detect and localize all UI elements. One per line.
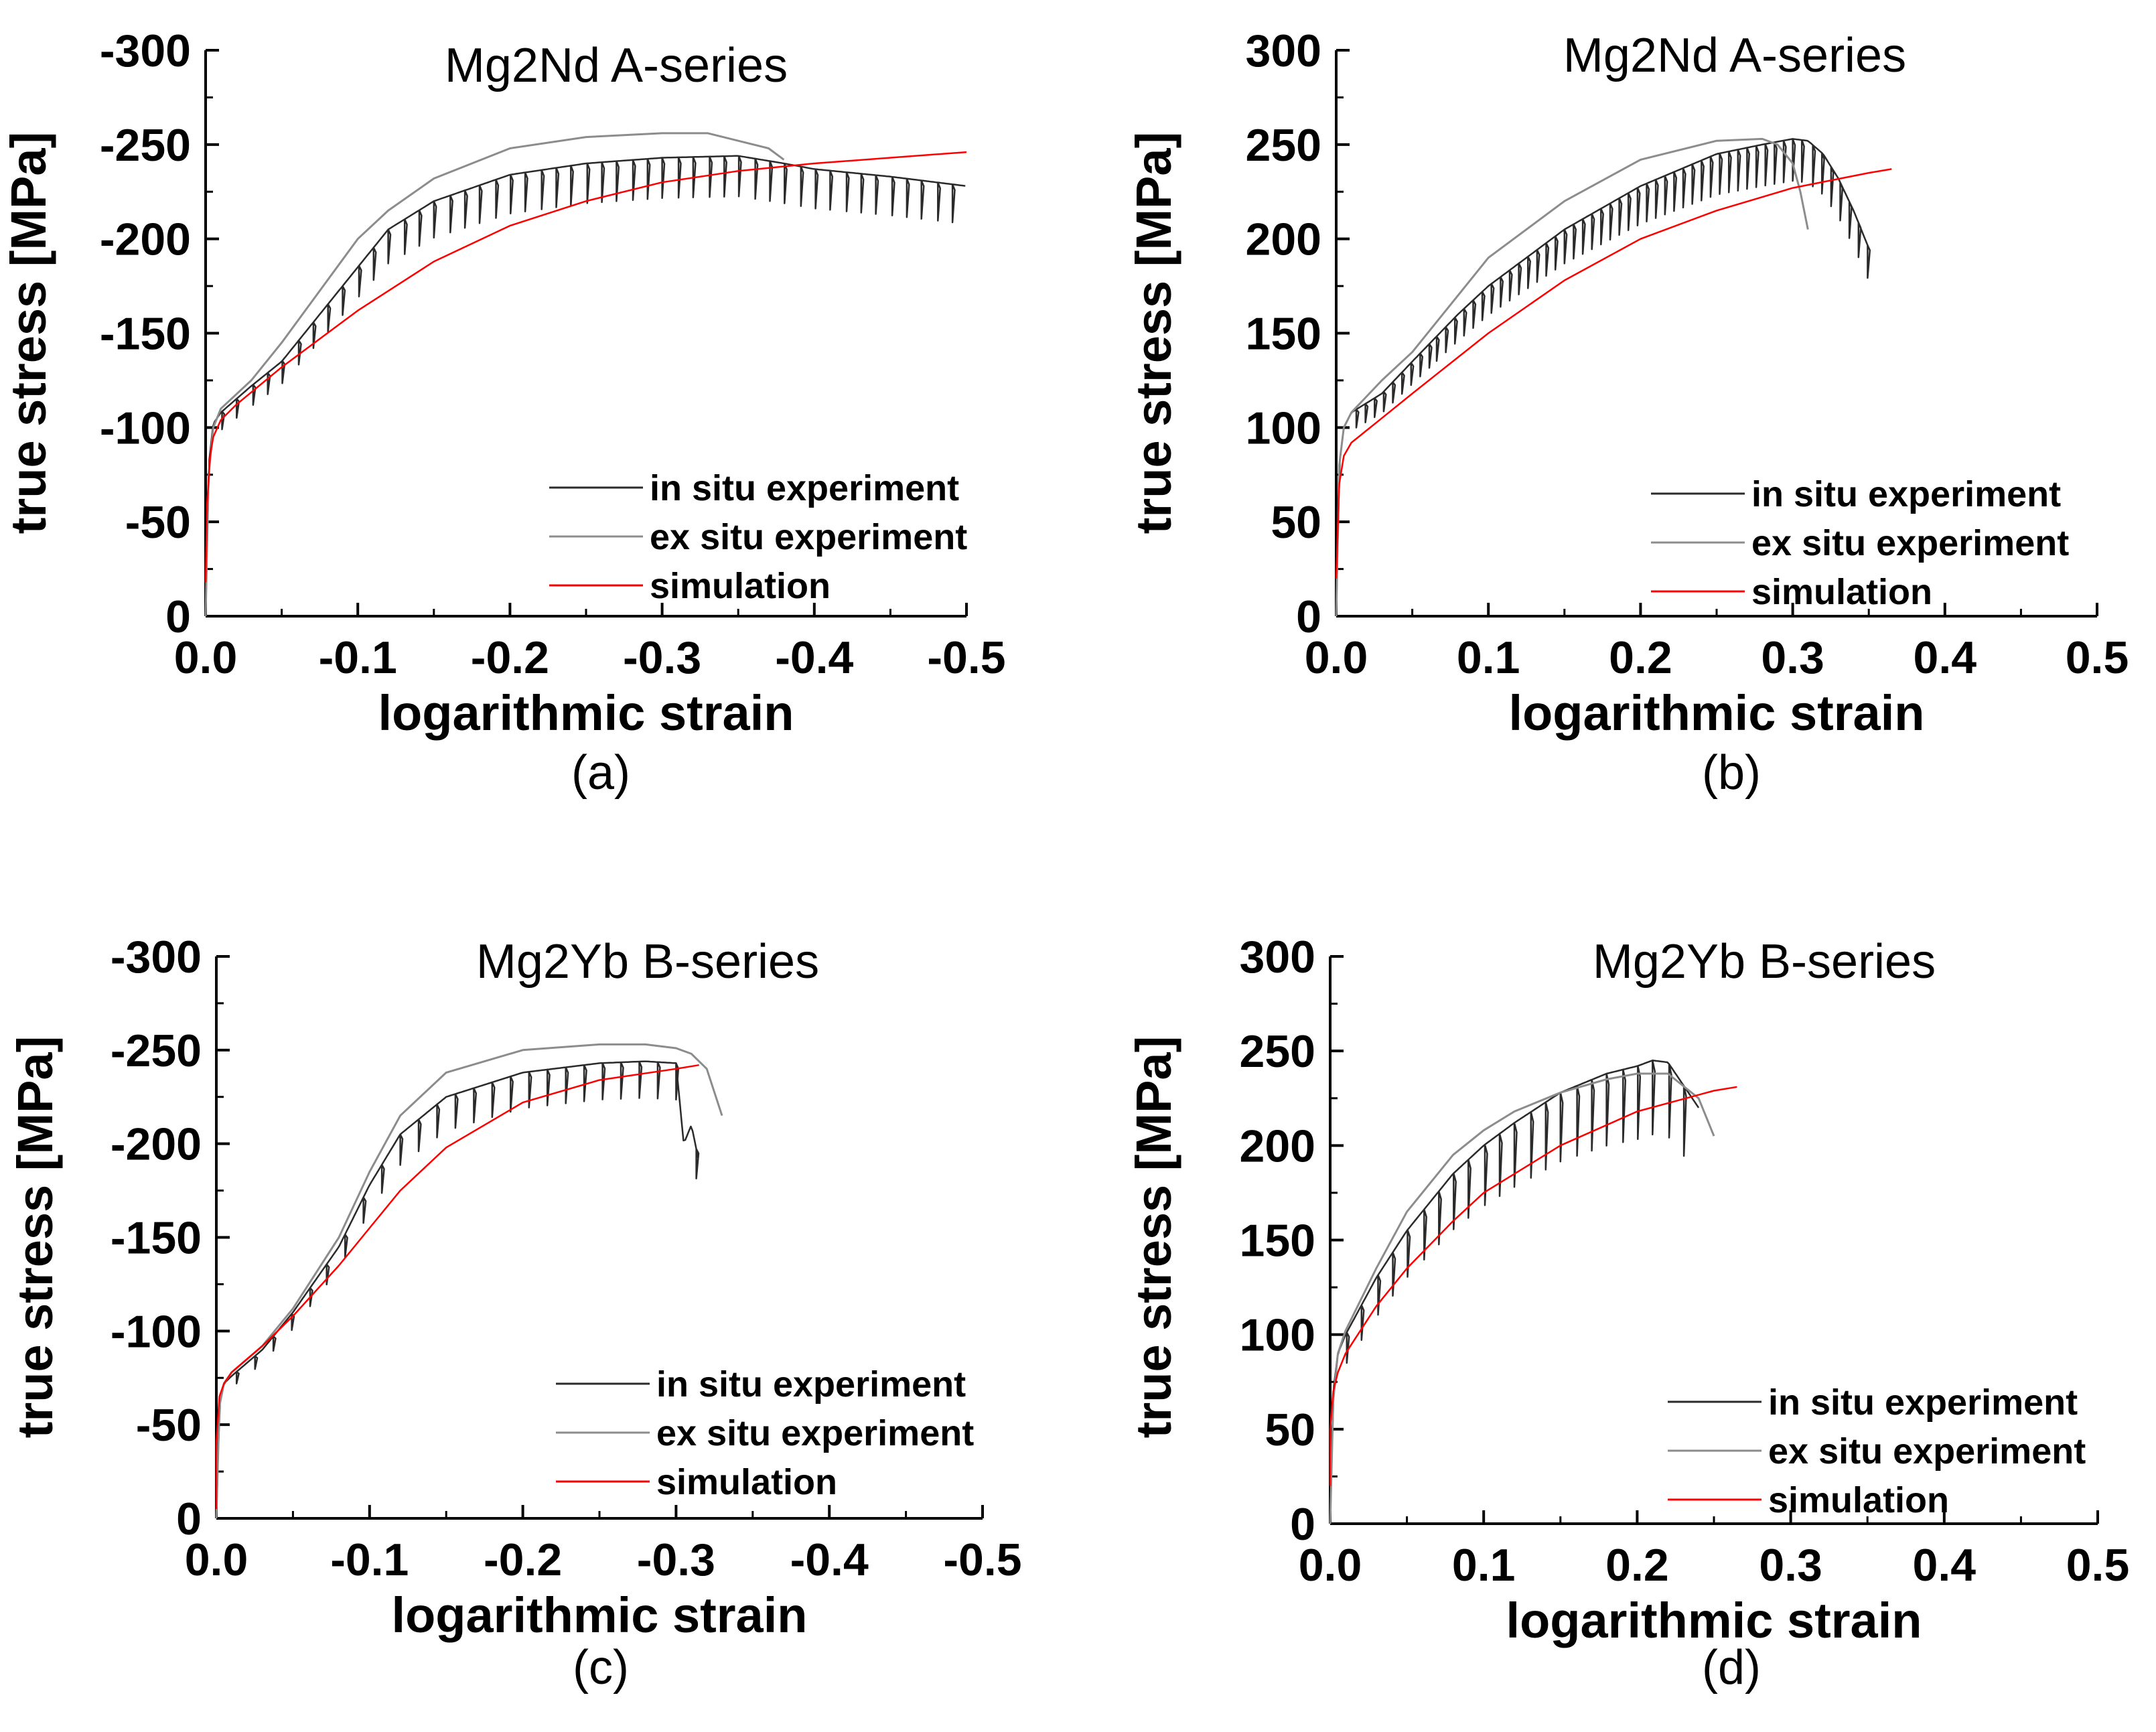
x-tick-label: 0.2 xyxy=(1609,632,1672,683)
x-tick-label: 0.0 xyxy=(185,1534,248,1585)
y-axis-title: true stress [MPa] xyxy=(1,132,56,534)
y-tick-label: 200 xyxy=(1240,1121,1315,1171)
series-line-in-situ xyxy=(1335,138,1871,617)
chart-panel-b: 0.0 0.1 0.2 0.3 0.4 0.5 0 50 100 150 200 250 300 loga… xyxy=(1126,25,2129,800)
y-tick-label: -150 xyxy=(111,1213,202,1264)
x-tick-label: -0.1 xyxy=(319,632,397,683)
legend-label: ex situ experiment xyxy=(656,1413,974,1453)
y-tick-label: 100 xyxy=(1246,403,1321,453)
x-tick-label: -0.4 xyxy=(790,1534,869,1585)
panel-label: (c) xyxy=(573,1641,629,1694)
legend-label: simulation xyxy=(656,1462,837,1502)
x-axis-title: logarithmic strain xyxy=(392,1587,808,1643)
x-tick-label: 0.0 xyxy=(1299,1540,1362,1591)
x-tick-label: 0.5 xyxy=(2066,632,2129,683)
series-line-simulation xyxy=(1329,1086,1737,1486)
legend-label: simulation xyxy=(1751,572,1932,612)
series-line-in-situ xyxy=(1329,1060,1700,1524)
y-tick-label: -50 xyxy=(125,497,191,548)
y-axis-title: true stress [MPa] xyxy=(1126,132,1181,534)
legend-label: simulation xyxy=(1768,1480,1949,1520)
y-tick-label: 50 xyxy=(1265,1404,1315,1455)
x-tick-label: 0.3 xyxy=(1761,632,1824,683)
y-axis-title: true stress [MPa] xyxy=(1126,1036,1181,1438)
x-tick-label: -0.1 xyxy=(330,1534,409,1585)
chart-title: Mg2Nd A-series xyxy=(1563,29,1906,82)
series-line-ex-situ xyxy=(215,1043,723,1519)
x-tick-label: -0.5 xyxy=(943,1534,1021,1585)
chart-panel-c: 0.0 -0.1 -0.2 -0.3 -0.4 -0.5 0 -50 -100 -150 -200 -… xyxy=(7,932,1022,1694)
legend-label: simulation xyxy=(650,566,831,606)
legend-label: ex situ experiment xyxy=(1768,1431,2086,1471)
y-tick-label: 0 xyxy=(176,1494,202,1544)
legend-label: in situ experiment xyxy=(650,468,959,508)
x-tick-label: -0.2 xyxy=(471,632,549,683)
y-tick-label: 200 xyxy=(1246,214,1321,265)
y-tick-label: 250 xyxy=(1240,1026,1315,1077)
series-line-in-situ xyxy=(204,155,966,617)
x-tick-label: -0.4 xyxy=(775,632,853,683)
y-tick-label: -200 xyxy=(111,1119,202,1170)
y-tick-label: -300 xyxy=(100,25,191,76)
y-tick-label: -100 xyxy=(111,1306,202,1357)
y-tick-label: 150 xyxy=(1246,309,1321,360)
series-line-in-situ xyxy=(215,1060,700,1519)
y-tick-label: 300 xyxy=(1246,25,1321,76)
chart-panel-d: 0.0 0.1 0.2 0.3 0.4 0.5 0 50 100 150 200 250 300 loga… xyxy=(1126,932,2129,1694)
series-line-simulation xyxy=(204,151,967,583)
x-tick-label: -0.2 xyxy=(484,1534,562,1585)
y-tick-label: 150 xyxy=(1240,1216,1315,1267)
y-tick-label: -50 xyxy=(136,1400,202,1451)
x-tick-label: 0.1 xyxy=(1452,1540,1516,1591)
legend-label: ex situ experiment xyxy=(650,517,967,557)
x-tick-label: 0.0 xyxy=(174,632,238,683)
y-tick-label: 0 xyxy=(1290,1499,1315,1550)
x-tick-label: -0.5 xyxy=(927,632,1005,683)
y-tick-label: 50 xyxy=(1271,497,1321,548)
chart-title: Mg2Yb B-series xyxy=(476,935,819,989)
series-line-ex-situ xyxy=(204,132,785,617)
y-tick-label: -100 xyxy=(100,403,191,453)
x-tick-label: 0.2 xyxy=(1605,1540,1669,1591)
y-axis-title: true stress [MPa] xyxy=(7,1036,63,1438)
x-axis-title: logarithmic strain xyxy=(1509,685,1925,741)
x-tick-label: 0.0 xyxy=(1305,632,1368,683)
panel-label: (d) xyxy=(1702,1641,1761,1694)
series-line-ex-situ xyxy=(1335,137,1809,617)
y-tick-label: -250 xyxy=(111,1025,202,1076)
series-line-simulation xyxy=(1335,168,1892,579)
y-tick-label: 100 xyxy=(1240,1310,1315,1361)
series-line-simulation xyxy=(215,1064,699,1509)
y-tick-label: -300 xyxy=(111,932,202,983)
x-tick-label: 0.4 xyxy=(1913,1540,1977,1591)
x-axis-title: logarithmic strain xyxy=(378,685,794,741)
legend-label: in situ experiment xyxy=(1768,1382,2078,1423)
y-tick-label: -250 xyxy=(100,120,191,171)
y-tick-label: -200 xyxy=(100,214,191,265)
chart-panel-a: 0.0 -0.1 -0.2 -0.3 -0.4 -0.5 0 -50 -100 -150 -200 -… xyxy=(1,25,1006,800)
panel-label: (b) xyxy=(1702,746,1761,800)
y-tick-label: 300 xyxy=(1240,932,1315,983)
legend-label: ex situ experiment xyxy=(1751,523,2069,563)
x-tick-label: -0.3 xyxy=(637,1534,715,1585)
legend-label: in situ experiment xyxy=(1751,474,2061,514)
x-tick-label: 0.1 xyxy=(1457,632,1520,683)
y-tick-label: -150 xyxy=(100,309,191,360)
y-tick-label: 0 xyxy=(1296,591,1321,642)
legend-label: in situ experiment xyxy=(656,1364,966,1404)
series-line-ex-situ xyxy=(1329,1072,1715,1524)
y-tick-label: 250 xyxy=(1246,120,1321,171)
panel-label: (a) xyxy=(571,746,630,800)
chart-title: Mg2Nd A-series xyxy=(445,39,788,92)
x-tick-label: 0.3 xyxy=(1759,1540,1822,1591)
x-axis-title: logarithmic strain xyxy=(1506,1593,1922,1648)
y-tick-label: 0 xyxy=(165,591,191,642)
chart-title: Mg2Yb B-series xyxy=(1593,935,1936,989)
x-tick-label: 0.4 xyxy=(1914,632,1977,683)
x-tick-label: -0.3 xyxy=(623,632,701,683)
x-tick-label: 0.5 xyxy=(2066,1540,2130,1591)
